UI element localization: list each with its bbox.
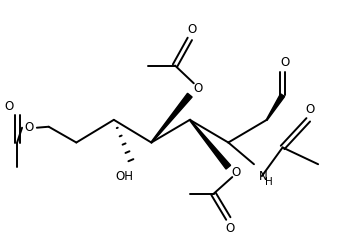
Text: O: O: [187, 23, 196, 35]
Text: O: O: [193, 82, 202, 95]
Polygon shape: [189, 119, 230, 169]
Text: H: H: [265, 177, 273, 187]
Polygon shape: [267, 94, 285, 120]
Text: N: N: [259, 169, 268, 183]
Polygon shape: [151, 93, 192, 143]
Text: O: O: [280, 56, 289, 69]
Text: OH: OH: [116, 169, 134, 183]
Text: O: O: [225, 222, 235, 235]
Text: O: O: [306, 104, 315, 116]
Text: O: O: [24, 121, 34, 134]
Text: O: O: [232, 166, 241, 179]
Text: O: O: [5, 100, 14, 114]
